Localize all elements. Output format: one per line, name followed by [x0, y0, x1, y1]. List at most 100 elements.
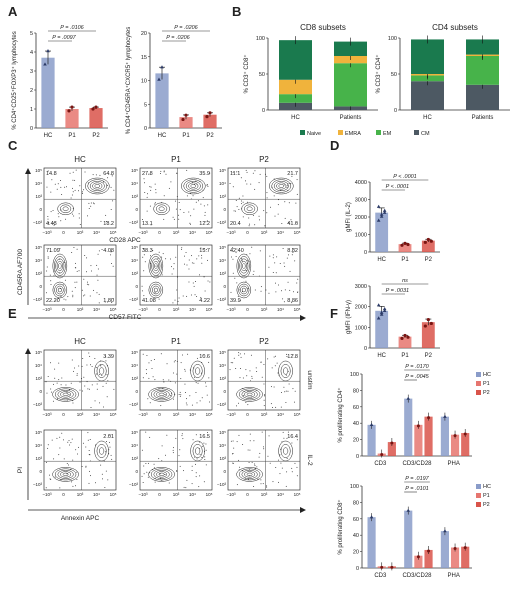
- data-point-hc: [379, 310, 384, 314]
- x-tick-label: 0: [158, 307, 161, 312]
- event-dot: [83, 295, 85, 297]
- event-dot: [230, 250, 232, 252]
- y-tick-label: 100: [350, 372, 359, 378]
- contour-line: [56, 260, 63, 272]
- y-axis-label: % CD3⁺ CD8⁺: [243, 54, 250, 93]
- x-tick-label: 0: [158, 412, 161, 417]
- stack-segment-emra: [279, 79, 312, 95]
- event-dot: [275, 291, 277, 293]
- event-dot: [253, 486, 255, 488]
- contour-line: [246, 472, 253, 477]
- bar-hc: [367, 424, 376, 456]
- contour-line: [52, 467, 79, 482]
- quadrant-value: 22.20: [46, 298, 60, 304]
- event-dot: [236, 405, 238, 407]
- y-axis-label: % proliferating CD8⁺: [337, 499, 344, 554]
- y-tick-label: 10³: [131, 194, 138, 199]
- event-dot: [149, 436, 151, 438]
- y-tick-label: 40: [353, 421, 359, 427]
- event-dot: [47, 447, 49, 449]
- event-dot: [259, 452, 261, 454]
- event-dot: [196, 357, 198, 359]
- y-tick-label: 10⁵: [219, 430, 226, 435]
- event-dot: [239, 353, 241, 355]
- bar-hc: [440, 531, 449, 568]
- x-tick-label: 10⁴: [93, 412, 100, 417]
- flow-plot-e: 12.8: [227, 349, 301, 411]
- event-dot: [207, 185, 209, 187]
- event-dot: [154, 379, 156, 381]
- event-dot: [181, 433, 183, 435]
- contour-line: [238, 388, 261, 401]
- event-dot: [232, 440, 234, 442]
- quadrant-value: 8.82: [287, 248, 298, 254]
- event-dot: [70, 197, 72, 199]
- event-dot: [69, 444, 71, 446]
- event-dot: [173, 361, 175, 363]
- event-dot: [78, 365, 80, 367]
- event-dot: [102, 478, 104, 480]
- event-dot: [55, 299, 57, 301]
- event-dot: [188, 268, 190, 270]
- event-dot: [89, 295, 91, 297]
- event-dot: [96, 274, 98, 276]
- event-dot: [258, 219, 260, 221]
- event-dot: [91, 384, 93, 386]
- event-dot: [297, 278, 299, 280]
- x-tick-label: PHA: [447, 461, 459, 467]
- y-tick-label: 10³: [35, 271, 42, 276]
- event-dot: [169, 258, 171, 260]
- event-dot: [254, 289, 256, 291]
- event-dot: [147, 476, 149, 478]
- event-dot: [263, 448, 265, 450]
- event-dot: [200, 297, 202, 299]
- event-dot: [78, 270, 80, 272]
- event-dot: [251, 246, 253, 248]
- event-dot: [236, 171, 238, 173]
- pvalue-label: P < .0001: [393, 174, 417, 180]
- event-dot: [273, 356, 275, 358]
- bar-p1: [414, 555, 423, 568]
- legend-swatch: [476, 502, 481, 507]
- event-dot: [248, 217, 250, 219]
- event-dot: [182, 438, 184, 440]
- event-dot: [57, 213, 59, 215]
- quadrant-value: 71.09: [46, 248, 60, 254]
- event-dot: [294, 260, 296, 262]
- event-dot: [204, 214, 206, 216]
- legend-swatch: [338, 130, 343, 135]
- event-dot: [272, 254, 274, 256]
- event-dot: [92, 174, 94, 176]
- event-dot: [63, 458, 65, 460]
- event-dot: [160, 405, 162, 407]
- event-dot: [231, 453, 233, 455]
- event-dot: [85, 466, 87, 468]
- event-dot: [209, 401, 211, 403]
- contour-line: [278, 184, 284, 188]
- event-dot: [259, 173, 261, 175]
- event-dot: [176, 172, 178, 174]
- contour-line: [241, 287, 246, 293]
- event-dot: [76, 248, 78, 250]
- event-dot: [52, 383, 54, 385]
- contour-line: [192, 364, 203, 378]
- event-dot: [175, 208, 177, 210]
- event-dot: [195, 201, 197, 203]
- contour-line: [55, 258, 65, 274]
- x-tick-label: −10³: [42, 412, 52, 417]
- event-dot: [47, 218, 49, 220]
- event-dot: [153, 359, 155, 361]
- data-point-p1: [400, 243, 404, 247]
- bar-p2: [424, 416, 433, 456]
- quadrant-value: 27.8: [142, 171, 153, 177]
- event-dot: [96, 264, 98, 266]
- quadrant-value: 11.1: [230, 171, 240, 177]
- x-tick-label: 10⁴: [189, 412, 196, 417]
- event-dot: [71, 187, 73, 189]
- y-tick-label: 10³: [35, 456, 42, 461]
- event-dot: [87, 439, 89, 441]
- event-dot: [173, 268, 175, 270]
- event-dot: [150, 255, 152, 257]
- event-dot: [71, 481, 73, 483]
- quadrant-value: 4.43: [46, 221, 57, 227]
